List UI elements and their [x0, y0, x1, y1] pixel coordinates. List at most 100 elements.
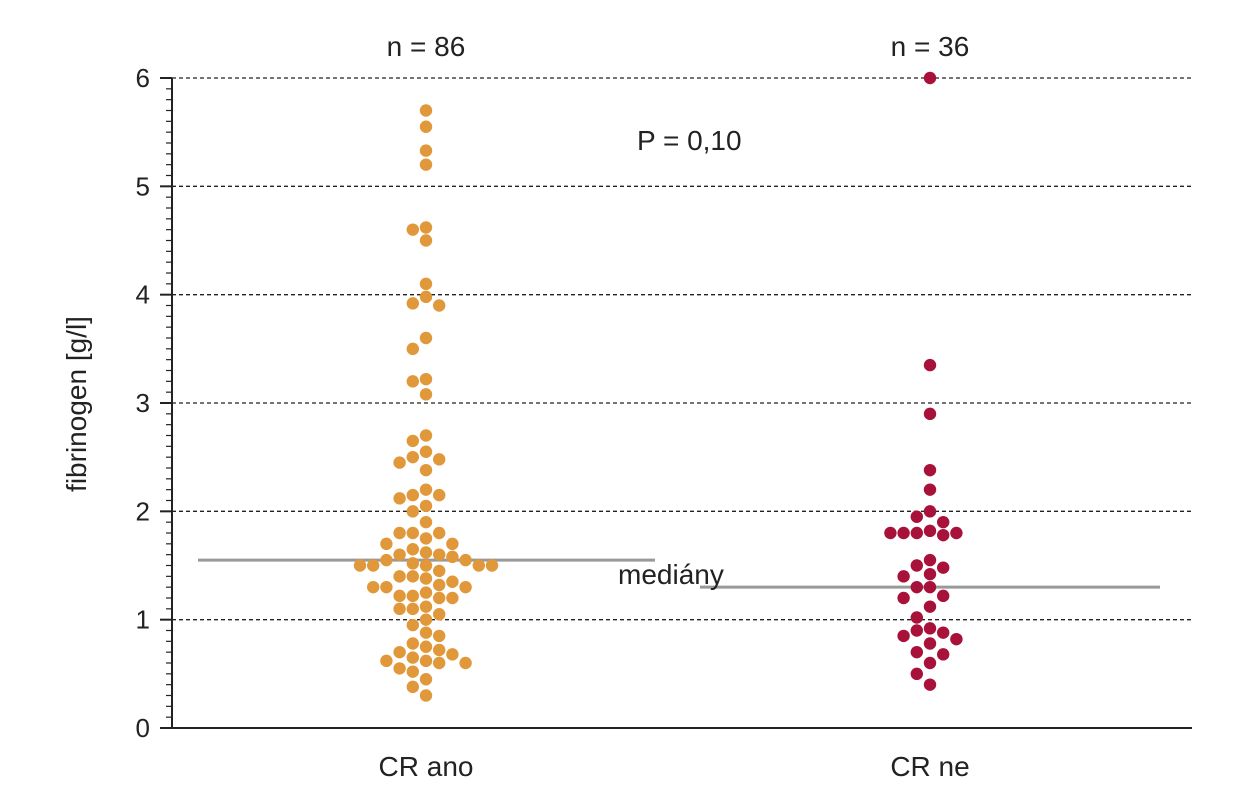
- data-point: [406, 570, 419, 583]
- data-point: [419, 546, 433, 559]
- data-point: [393, 645, 406, 659]
- data-point: [419, 144, 433, 157]
- data-point: [937, 561, 950, 574]
- y-axis-label: fibrinogen [g/l]: [61, 316, 92, 492]
- data-point: [393, 570, 406, 583]
- data-point: [406, 557, 419, 570]
- data-point: [910, 526, 923, 540]
- data-point: [923, 505, 937, 518]
- data-point: [393, 548, 406, 561]
- data-point: [419, 158, 433, 171]
- data-point: [937, 515, 950, 529]
- y-tick-label: 4: [136, 280, 150, 310]
- data-point: [910, 611, 923, 624]
- data-point: [923, 524, 937, 538]
- data-point: [446, 537, 459, 551]
- data-point: [406, 223, 419, 236]
- data-point: [419, 559, 433, 572]
- data-point: [923, 483, 937, 496]
- data-point: [433, 564, 446, 578]
- data-point: [923, 637, 937, 650]
- data-point: [406, 665, 419, 678]
- data-points: [353, 71, 963, 702]
- data-point: [406, 680, 419, 694]
- data-point: [950, 632, 963, 646]
- data-point: [406, 543, 419, 556]
- data-point: [419, 234, 433, 247]
- data-point: [406, 526, 419, 540]
- data-point: [406, 505, 419, 518]
- data-point: [433, 548, 446, 561]
- data-point: [433, 608, 446, 621]
- data-point: [910, 624, 923, 637]
- data-point: [406, 297, 419, 310]
- data-point: [459, 656, 472, 670]
- data-point: [937, 648, 950, 661]
- data-point: [406, 602, 419, 616]
- data-point: [937, 589, 950, 603]
- data-point: [419, 388, 433, 401]
- data-point: [380, 580, 393, 594]
- data-point: [923, 553, 937, 567]
- data-point: [910, 559, 923, 572]
- data-point: [923, 407, 937, 421]
- data-point: [419, 499, 433, 513]
- data-point: [419, 673, 433, 686]
- data-point: [472, 559, 485, 572]
- p-value-annotation: P = 0,10: [637, 125, 742, 156]
- data-point: [923, 567, 937, 581]
- category-label: CR ano: [379, 751, 474, 782]
- data-point: [406, 342, 419, 356]
- y-tick-label: 6: [136, 63, 150, 93]
- data-point: [393, 589, 406, 603]
- data-point: [884, 526, 897, 540]
- data-point: [380, 537, 393, 551]
- data-point: [393, 456, 406, 469]
- data-point: [419, 483, 433, 496]
- data-point: [393, 602, 406, 616]
- data-point: [353, 559, 367, 572]
- group-count-label: n = 36: [891, 31, 970, 62]
- data-point: [419, 654, 433, 668]
- chart-text: fibrinogen [g/l] P = 0,10 mediány CR ano…: [61, 31, 970, 782]
- data-point: [897, 570, 910, 583]
- y-tick-label: 5: [136, 171, 150, 201]
- data-point: [446, 575, 459, 588]
- data-point: [937, 626, 950, 639]
- data-point: [367, 580, 380, 594]
- data-point: [406, 488, 419, 502]
- data-point: [406, 637, 419, 650]
- data-point: [393, 662, 406, 675]
- data-point: [406, 375, 419, 388]
- data-point: [433, 591, 446, 605]
- median-label: mediány: [618, 559, 724, 590]
- data-point: [406, 618, 419, 632]
- data-point: [923, 358, 937, 372]
- data-point: [433, 526, 446, 540]
- data-point: [910, 580, 923, 594]
- data-point: [923, 463, 937, 477]
- data-point: [419, 532, 433, 545]
- data-point: [897, 526, 910, 540]
- data-point: [406, 651, 419, 664]
- y-tick-label: 2: [136, 496, 150, 526]
- data-point: [380, 654, 393, 668]
- data-point: [937, 528, 950, 542]
- data-point: [923, 656, 937, 670]
- data-point: [446, 550, 459, 564]
- data-point: [923, 622, 937, 635]
- data-point: [419, 372, 433, 386]
- data-point: [419, 600, 433, 613]
- y-tick-label: 1: [136, 605, 150, 635]
- y-tick-label: 3: [136, 388, 150, 418]
- data-point: [433, 643, 446, 657]
- data-point: [419, 572, 433, 585]
- data-point: [419, 277, 433, 291]
- data-point: [446, 648, 459, 661]
- data-point: [419, 120, 433, 133]
- data-point: [897, 591, 910, 605]
- data-point: [419, 586, 433, 599]
- data-point: [380, 553, 393, 567]
- data-point: [406, 450, 419, 464]
